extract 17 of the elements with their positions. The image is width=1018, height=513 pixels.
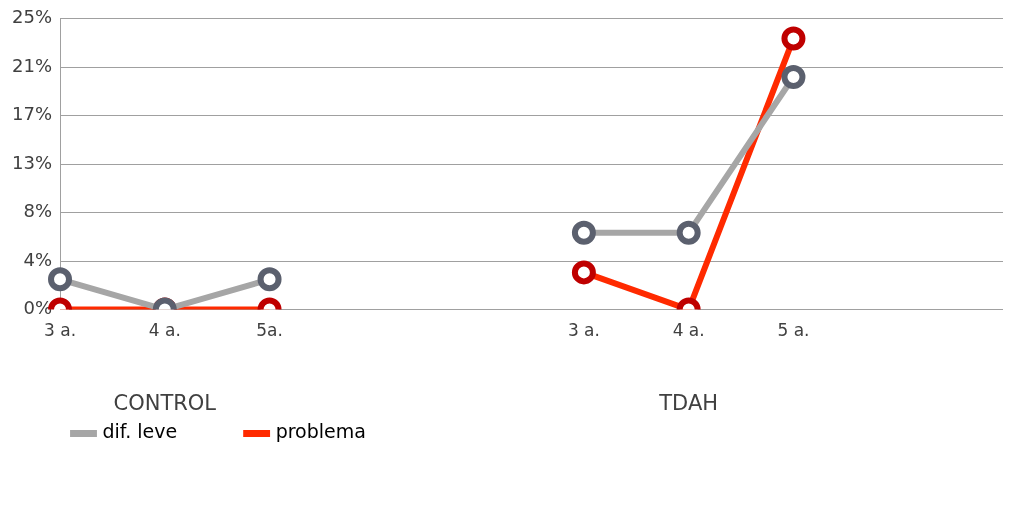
y-tick-label: 25% [11, 6, 53, 28]
text: TDAH [658, 391, 719, 416]
x-tick-label: 4 a. [148, 320, 181, 341]
y-tick-label: 21% [11, 54, 53, 76]
x-tick-label: 3 a. [43, 320, 77, 341]
legend-label: problema [275, 420, 366, 443]
x-tick-label: 3 a. [567, 320, 600, 341]
legend-label: dif. leve [102, 420, 178, 443]
x-tick-label: 5a. [256, 320, 283, 341]
x-tick-label: 4 a. [672, 320, 705, 341]
y-tick-label: 0% [23, 297, 53, 319]
y-tick-label: 4% [23, 248, 53, 270]
y-tick-label: 17% [11, 103, 53, 125]
y-tick-label: 8% [23, 200, 53, 222]
y-tick-label: 13% [11, 151, 53, 173]
text: CONTROL [113, 391, 217, 416]
x-tick-label: 5 a. [777, 320, 810, 341]
